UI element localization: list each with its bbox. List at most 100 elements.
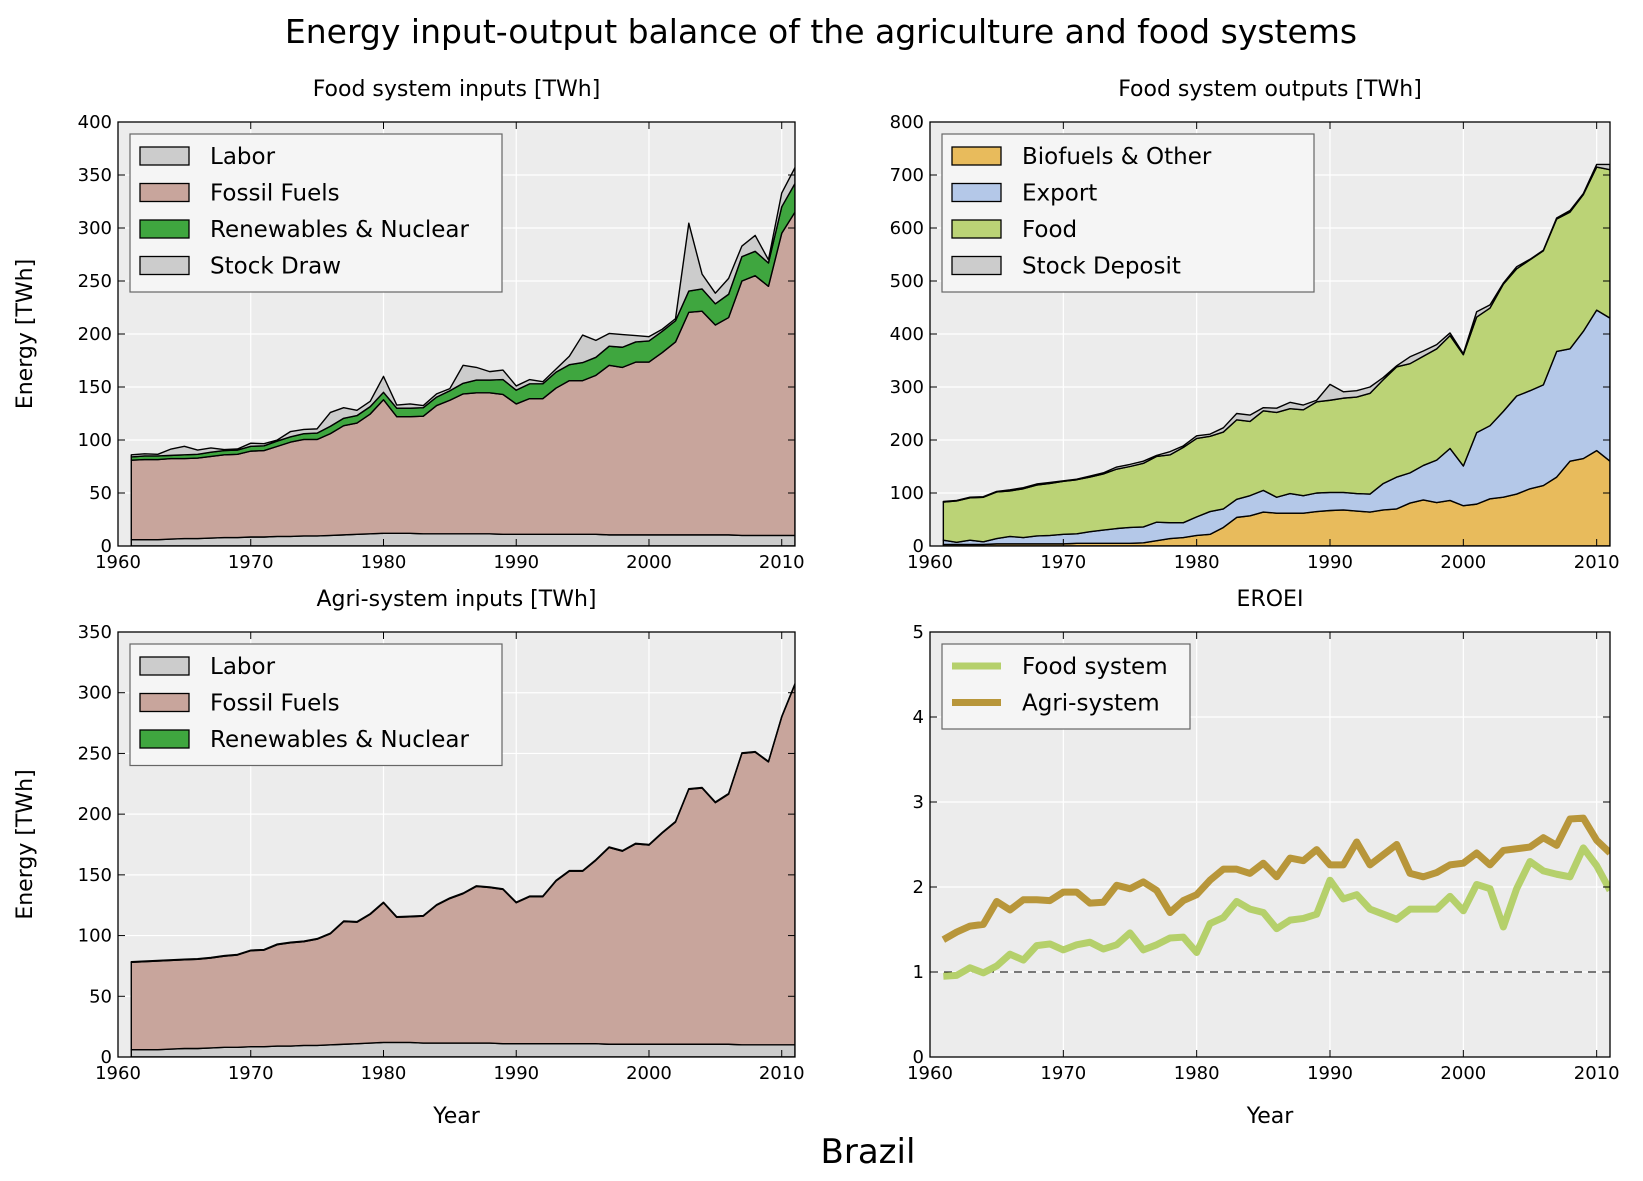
x-axis-label: Year	[1246, 1104, 1295, 1129]
line-series-agri-system	[941, 814, 1610, 943]
y-tick-label: 250	[78, 271, 112, 292]
legend-swatch-biofuels-other	[951, 146, 1002, 166]
x-tick-label: 1960	[95, 1063, 141, 1084]
legend-label-renewables-nuclear: Renewables & Nuclear	[210, 217, 469, 243]
legend-label-labor: Labor	[210, 144, 276, 170]
legend-label-labor: Labor	[210, 654, 276, 680]
y-axis-label: Energy [TWh]	[13, 259, 38, 409]
panel-title: EROEI	[1237, 587, 1304, 612]
x-axis-label: Year	[432, 1104, 481, 1129]
chart-panel-1: 1960 1970 1980 1990 2000 2010 0 50 100 150 200 250 3…	[13, 77, 805, 573]
legend-label-fossil-fuels: Fossil Fuels	[210, 181, 340, 207]
y-tick-label: 100	[78, 430, 112, 451]
y-tick-label: 500	[890, 271, 924, 292]
line-series-food-system	[943, 844, 1610, 980]
x-tick-label: 1970	[1040, 552, 1086, 573]
x-tick-label: 1990	[493, 552, 539, 573]
plot-frame	[117, 631, 796, 1058]
chart-panel-2: 1960 1970 1980 1990 2000 2010 0 100 200 300 400 500…	[890, 77, 1620, 573]
y-tick-label: 5	[913, 622, 924, 643]
series-group	[930, 814, 1610, 980]
plot-frame	[929, 631, 1611, 1058]
x-tick-label: 1970	[228, 1063, 274, 1084]
y-tick-label: 50	[89, 986, 112, 1007]
legend	[941, 643, 1191, 730]
legend-swatch-stock-deposit	[951, 255, 1002, 276]
y-tick-label: 200	[78, 804, 112, 825]
x-tick-label: 1970	[228, 552, 274, 573]
x-tick-label: 1980	[361, 552, 407, 573]
y-tick-label: 300	[78, 218, 112, 239]
figure-country-label: Brazil	[821, 1132, 916, 1172]
y-tick-label: 300	[78, 683, 112, 704]
legend-label-agri-system: Agri-system	[1022, 691, 1160, 717]
legend-swatch-renewables-nuclear	[139, 729, 190, 749]
y-tick-label: 1	[913, 962, 924, 983]
legend-label-fossil-fuels: Fossil Fuels	[210, 691, 340, 717]
y-tick-label: 300	[890, 377, 924, 398]
legend-label-renewables-nuclear: Renewables & Nuclear	[210, 727, 469, 753]
y-tick-label: 0	[913, 1047, 924, 1068]
x-tick-label: 1960	[907, 1063, 953, 1084]
y-tick-label: 800	[890, 112, 924, 133]
x-tick-label: 2000	[626, 552, 672, 573]
legend-swatch-fossil-fuels	[139, 692, 190, 713]
legend-label-food: Food	[1022, 217, 1077, 243]
x-tick-label: 1960	[95, 552, 141, 573]
legend-label-export: Export	[1022, 181, 1097, 207]
y-tick-label: 700	[890, 165, 924, 186]
x-tick-label: 2010	[1574, 1063, 1620, 1084]
y-tick-label: 0	[101, 536, 112, 557]
y-tick-label: 200	[78, 324, 112, 345]
y-tick-label: 150	[78, 865, 112, 886]
legend-swatch-export	[951, 182, 1002, 203]
x-tick-label: 2010	[759, 1063, 805, 1084]
x-tick-label: 1980	[1174, 552, 1220, 573]
panel-title: Food system outputs [TWh]	[1118, 77, 1422, 102]
y-tick-label: 100	[78, 926, 112, 947]
y-tick-label: 600	[890, 218, 924, 239]
x-tick-label: 1970	[1040, 1063, 1086, 1084]
legend-label-stock-draw: Stock Draw	[210, 254, 341, 280]
series-group	[942, 163, 1610, 546]
legend-label-stock-deposit: Stock Deposit	[1022, 254, 1181, 280]
x-tick-label: 1980	[1174, 1063, 1220, 1084]
y-tick-label: 0	[101, 1047, 112, 1068]
y-tick-label: 2	[913, 877, 924, 898]
x-tick-label: 1990	[1307, 1063, 1353, 1084]
figure-title: Energy input-output balance of the agric…	[285, 12, 1357, 51]
series-group	[130, 166, 795, 546]
y-tick-label: 200	[890, 430, 924, 451]
legend-swatch-renewables-nuclear	[139, 219, 190, 239]
legend-swatch-fossil-fuels	[139, 182, 190, 203]
y-tick-label: 3	[913, 792, 924, 813]
y-axis-label: Energy [TWh]	[13, 769, 38, 919]
chart-panel-3: 1960 1970 1980 1990 2000 2010 0 50 100 150 200 250 3…	[13, 587, 805, 1129]
y-tick-label: 100	[890, 483, 924, 504]
y-tick-label: 250	[78, 743, 112, 764]
legend-swatch-food	[951, 219, 1002, 239]
panel-title: Agri-system inputs [TWh]	[317, 587, 597, 612]
legend	[129, 643, 503, 767]
x-tick-label: 1990	[1307, 552, 1353, 573]
y-tick-label: 50	[89, 483, 112, 504]
legend	[941, 133, 1315, 293]
x-tick-label: 2010	[1574, 552, 1620, 573]
y-tick-label: 0	[913, 536, 924, 557]
legend-label-food-system: Food system	[1022, 654, 1168, 680]
x-tick-label: 2010	[759, 552, 805, 573]
x-tick-label: 1980	[361, 1063, 407, 1084]
chart-panel-4: 1960 1970 1980 1990 2000 2010 0 1 2 3 4 5 EROEI Year F…	[907, 587, 1619, 1129]
x-tick-label: 1990	[493, 1063, 539, 1084]
x-tick-label: 2000	[626, 1063, 672, 1084]
y-tick-label: 150	[78, 377, 112, 398]
area-series-stock-draw	[130, 166, 795, 458]
legend-swatch-labor	[139, 656, 190, 676]
y-tick-label: 350	[78, 165, 112, 186]
y-tick-label: 400	[78, 112, 112, 133]
x-tick-label: 1960	[907, 552, 953, 573]
legend-swatch-stock-draw	[139, 255, 190, 276]
series-group	[130, 682, 795, 1057]
x-tick-label: 2000	[1440, 1063, 1486, 1084]
